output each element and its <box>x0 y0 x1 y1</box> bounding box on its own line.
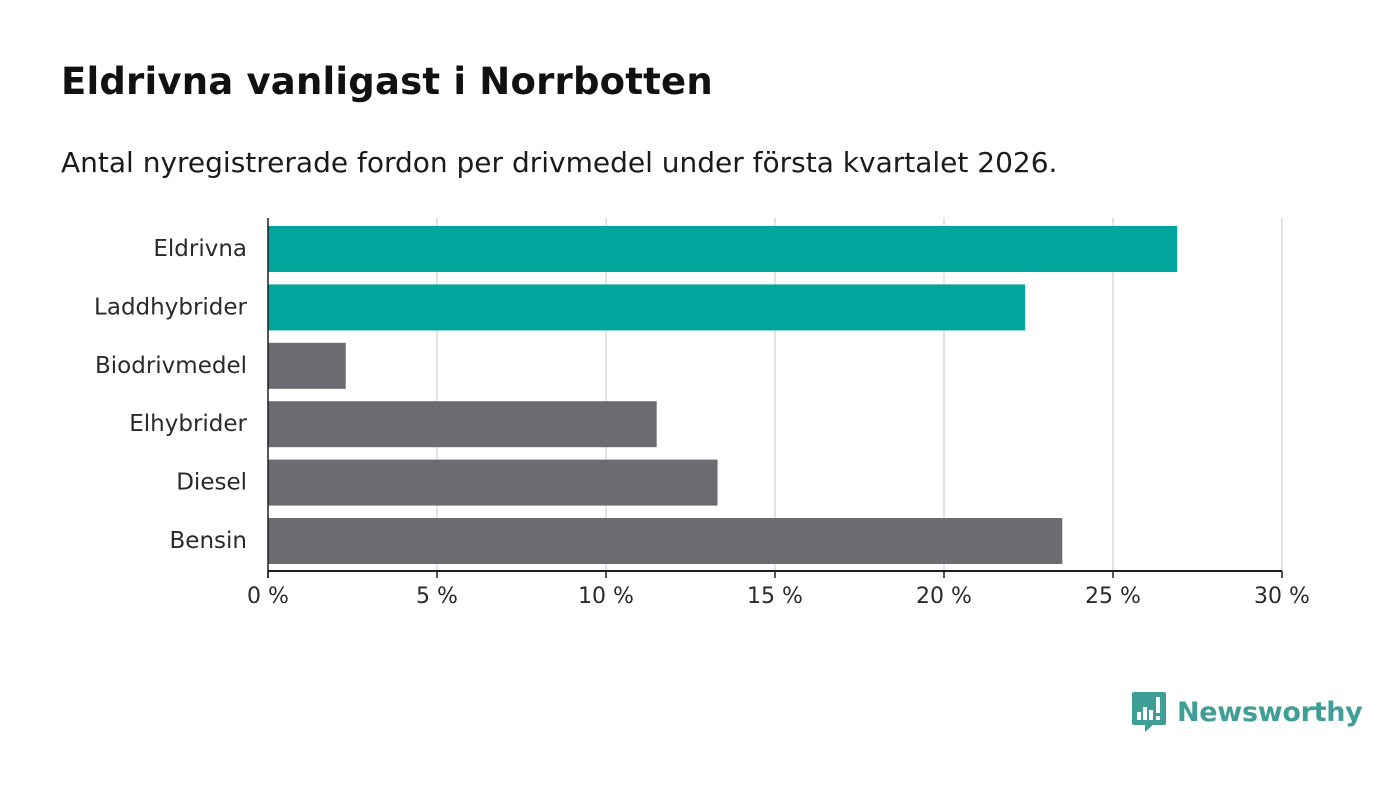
bar <box>268 226 1178 272</box>
category-label: Elhybrider <box>129 411 247 437</box>
bar <box>268 459 718 506</box>
x-axis: 0 % 5 % 10 % 15 % 20 % 25 % 30 % <box>247 218 1310 609</box>
bars <box>268 226 1178 564</box>
x-tick-label: 5 % <box>416 584 458 609</box>
x-tick-label: 15 % <box>747 584 803 609</box>
bar-chart: Eldrivna Laddhybrider Biodrivmedel Elhybrid… <box>94 218 1310 609</box>
category-label: Biodrivmedel <box>95 353 247 379</box>
chart-subtitle: Antal nyregistrerade fordon per drivmede… <box>61 146 1058 179</box>
bar <box>268 342 346 389</box>
grid-lines <box>436 218 1283 571</box>
bar <box>268 518 1063 564</box>
brand-logo: Newsworthy <box>1131 690 1363 734</box>
x-tick-label: 0 % <box>247 584 289 609</box>
chart-title: Eldrivna vanligast i Norrbotten <box>61 60 713 103</box>
category-label: Diesel <box>176 470 247 496</box>
newsworthy-logo-icon <box>1132 692 1166 732</box>
x-tick-label: 30 % <box>1254 584 1310 609</box>
category-label: Laddhybrider <box>94 294 247 320</box>
category-label: Bensin <box>170 528 247 554</box>
x-tick-label: 25 % <box>1085 584 1141 609</box>
bar <box>268 401 657 448</box>
x-tick-label: 10 % <box>578 584 634 609</box>
bar <box>268 284 1026 331</box>
brand-name: Newsworthy <box>1177 696 1363 728</box>
category-labels: Eldrivna Laddhybrider Biodrivmedel Elhybrid… <box>94 236 247 554</box>
x-tick-label: 20 % <box>916 584 972 609</box>
category-label: Eldrivna <box>153 236 247 262</box>
